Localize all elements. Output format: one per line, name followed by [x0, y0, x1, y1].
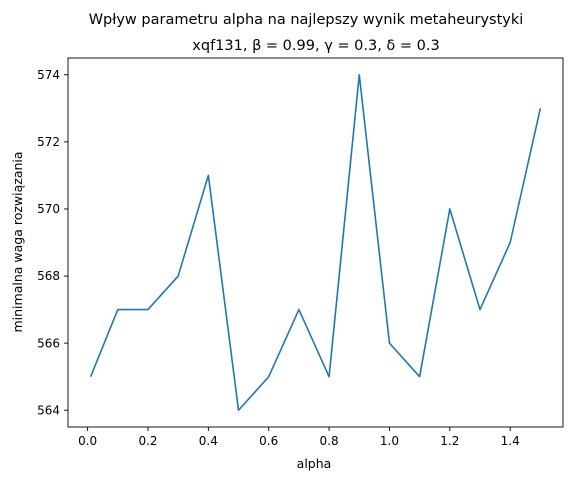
x-tick-label: 1.4	[501, 434, 520, 448]
y-tick-label: 574	[37, 68, 60, 82]
x-tick-label: 0.0	[78, 434, 97, 448]
y-tick-label: 566	[37, 336, 60, 350]
y-axis-label: minimalna waga rozwiązania	[10, 151, 25, 332]
y-tick-label: 568	[37, 269, 60, 283]
chart-title: Wpływ parametru alpha na najlepszy wynik…	[89, 12, 524, 28]
y-tick-label: 564	[37, 403, 60, 417]
x-tick-label: 0.6	[259, 434, 278, 448]
x-tick-label: 0.4	[199, 434, 218, 448]
y-tick-label: 572	[37, 135, 60, 149]
x-tick-label: 0.8	[320, 434, 339, 448]
x-axis-label: alpha	[297, 456, 332, 471]
y-axis-ticks: 564 566 568 570 572 574	[37, 68, 68, 417]
plot-area	[67, 57, 564, 428]
x-tick-label: 0.2	[138, 434, 157, 448]
chart-subtitle: xqf131, β = 0.99, γ = 0.3, δ = 0.3	[192, 38, 439, 54]
x-axis-ticks: 0.0 0.2 0.4 0.6 0.8 1.0 1.2 1.4	[78, 427, 520, 448]
x-tick-label: 1.0	[380, 434, 399, 448]
axes-frame	[67, 57, 564, 428]
x-tick-label: 1.2	[440, 434, 459, 448]
series-line-0	[89, 73, 542, 412]
y-tick-label: 570	[37, 202, 60, 216]
